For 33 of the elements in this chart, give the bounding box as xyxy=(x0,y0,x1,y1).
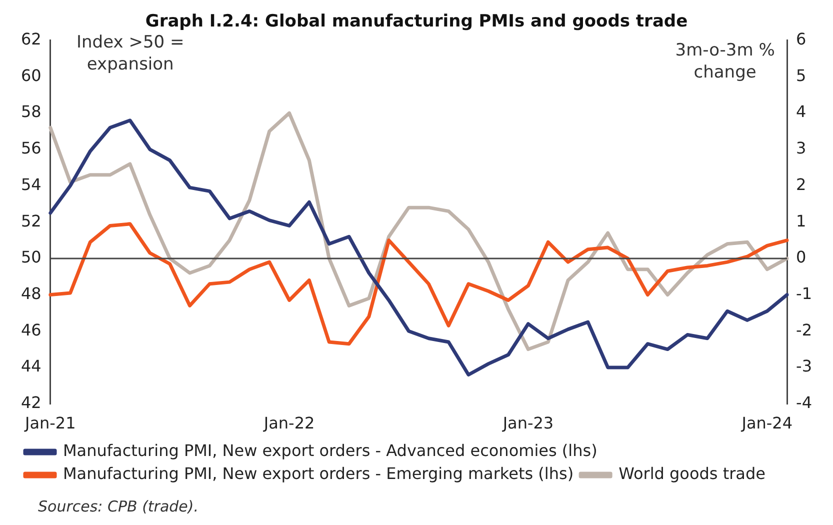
y-tick-label: 44 xyxy=(21,356,42,376)
legend-label: World goods trade xyxy=(618,464,766,484)
y-tick-label: 56 xyxy=(21,138,42,158)
y-tick-label: 50 xyxy=(21,248,42,267)
x-tick-label: Jan-23 xyxy=(502,414,554,433)
y2-tick-label: 5 xyxy=(796,66,806,85)
legend-label: Manufacturing PMI, New export orders - Advanced economies (lhs) xyxy=(63,441,598,460)
y-tick-label: 62 xyxy=(21,30,42,49)
y-tick-label: 48 xyxy=(21,284,42,303)
y2-tick-label: 3 xyxy=(796,138,806,158)
y2-tick-label: -2 xyxy=(796,320,812,340)
legend-label: Manufacturing PMI, New export orders - Emerging markets (lhs) xyxy=(63,464,574,484)
y2-tick-label: -3 xyxy=(796,356,812,376)
y-tick-label: 42 xyxy=(21,392,42,412)
x-tick-label: Jan-21 xyxy=(24,414,76,433)
source-note: Sources: CPB (trade). xyxy=(38,497,199,516)
y-tick-label: 52 xyxy=(21,211,42,230)
y-tick-label: 60 xyxy=(21,66,42,85)
chart-title: Graph I.2.4: Global manufacturing PMIs and goods trade xyxy=(145,12,688,32)
y2-tick-label: -4 xyxy=(796,392,812,412)
y2-tick-label: 4 xyxy=(796,102,806,122)
y2-tick-label: -1 xyxy=(796,284,812,303)
y2-tick-label: 2 xyxy=(796,174,806,194)
y2-axis-title: 3m-o-3m % change xyxy=(675,40,775,82)
x-tick-label: Jan-24 xyxy=(740,414,793,433)
y-tick-label: 46 xyxy=(21,320,42,340)
y2-tick-label: 1 xyxy=(796,211,806,230)
x-tick-label: Jan-22 xyxy=(262,414,315,433)
y-tick-label: 58 xyxy=(21,102,42,122)
y2-tick-label: 0 xyxy=(796,248,806,267)
y2-tick-label: 6 xyxy=(796,30,806,49)
y-axis-title: Index >50 = expansion xyxy=(76,32,184,74)
y-tick-label: 54 xyxy=(21,174,42,194)
